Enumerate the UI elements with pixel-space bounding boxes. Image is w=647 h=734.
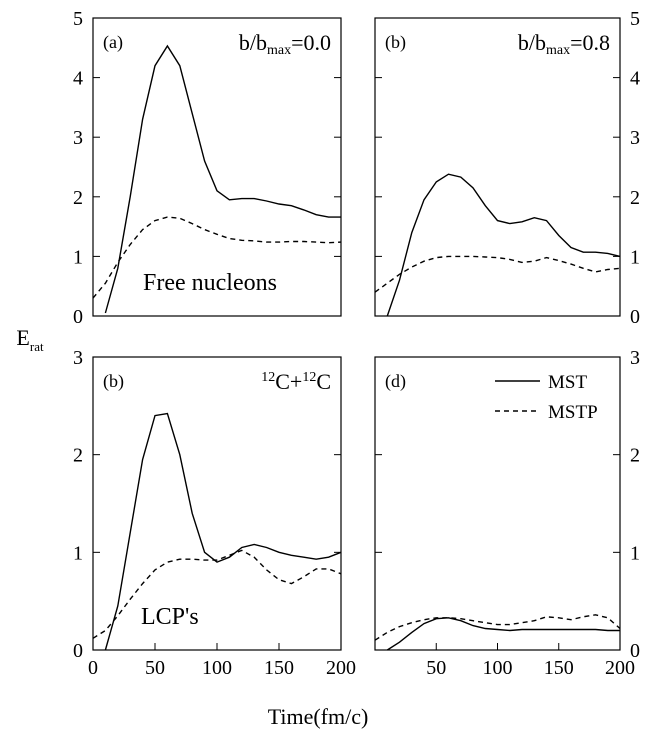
x-tick-label: 0 [88, 657, 98, 679]
y-tick-label: 1 [630, 246, 640, 268]
annotation-part: b/b [239, 30, 267, 55]
panel-label: (b) [385, 32, 406, 53]
annotation-part: 12 [302, 370, 316, 385]
panel-text: Free nucleons [143, 270, 277, 296]
series-line [92, 216, 342, 299]
x-tick-label: 100 [202, 657, 232, 679]
panel-frame [92, 17, 342, 317]
annotation-part: max [546, 43, 570, 58]
y-tick-label: 0 [630, 306, 640, 328]
y-tick-label: 2 [73, 187, 83, 209]
y-label-sub: rat [30, 339, 44, 354]
y-tick-label: 3 [630, 347, 640, 369]
y-axis-label: Erat [16, 325, 44, 354]
legend-label: MST [548, 372, 587, 393]
annotation: 12C+12C [261, 369, 331, 394]
y-tick-label: 2 [630, 445, 640, 467]
x-tick-label: 50 [145, 657, 165, 679]
y-tick-label: 0 [73, 306, 83, 328]
annotation: b/bmax=0.0 [239, 30, 331, 58]
series-line [104, 412, 342, 651]
y-tick-label: 1 [630, 542, 640, 564]
legend-label: MSTP [548, 402, 598, 423]
annotation-part: C+ [275, 369, 302, 394]
x-tick-label: 100 [483, 657, 513, 679]
x-tick-label: 200 [605, 657, 635, 679]
panel-text: LCP's [141, 604, 199, 630]
x-tick-label: 150 [544, 657, 574, 679]
x-tick-label: 200 [326, 657, 356, 679]
y-tick-label: 2 [73, 445, 83, 467]
annotation-part: C [316, 369, 331, 394]
panel-label: (d) [385, 371, 406, 392]
y-tick-label: 0 [630, 640, 640, 662]
x-tick-label: 50 [426, 657, 446, 679]
panel-label: (b) [103, 371, 124, 392]
series-line [386, 173, 621, 317]
y-tick-label: 4 [73, 68, 83, 90]
panel-frame [92, 356, 342, 651]
x-axis-label: Time(fm/c) [268, 704, 369, 729]
annotation-part: =0.0 [291, 30, 331, 55]
series-line [374, 614, 621, 641]
series-line [92, 549, 342, 639]
annotation-part: b/b [518, 30, 546, 55]
annotation-part: 12 [261, 370, 275, 385]
annotation-part: =0.8 [570, 30, 610, 55]
series-line [374, 255, 621, 293]
x-tick-label: 150 [264, 657, 294, 679]
y-tick-label: 3 [630, 127, 640, 149]
annotation-part: max [267, 43, 291, 58]
y-tick-label: 5 [630, 8, 640, 30]
panel-label: (a) [103, 32, 123, 53]
y-tick-label: 1 [73, 246, 83, 268]
y-tick-label: 4 [630, 68, 640, 90]
annotation: b/bmax=0.8 [518, 30, 610, 58]
y-tick-label: 3 [73, 127, 83, 149]
y-label-main: E [16, 325, 29, 350]
y-tick-label: 3 [73, 347, 83, 369]
series-line [104, 44, 341, 314]
panel-frame [374, 356, 621, 651]
series-line [386, 617, 620, 651]
y-tick-label: 1 [73, 542, 83, 564]
y-tick-label: 0 [73, 640, 83, 662]
panel-frame [374, 17, 621, 317]
y-tick-label: 5 [73, 8, 83, 30]
y-tick-label: 2 [630, 187, 640, 209]
